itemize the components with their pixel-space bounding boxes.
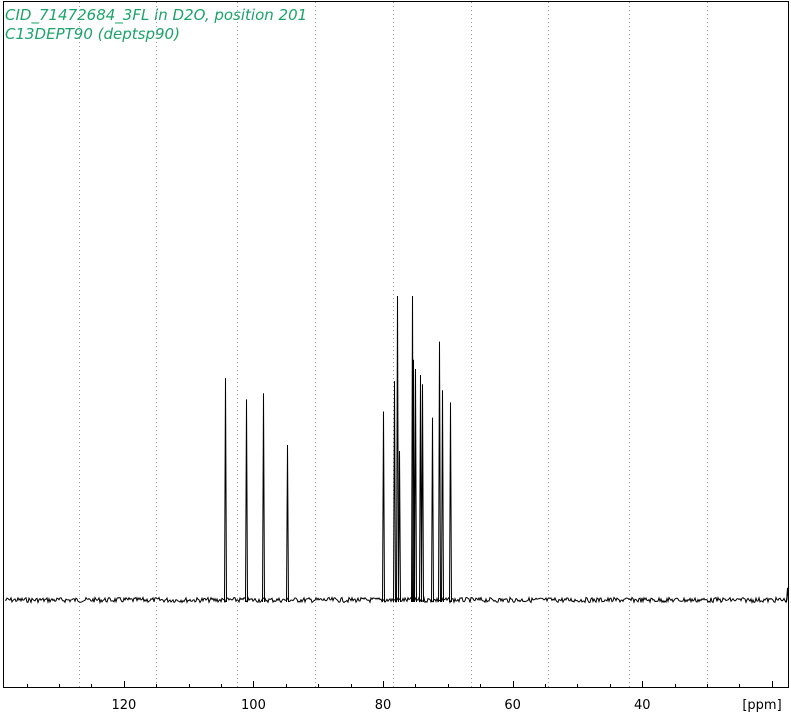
spectrum-peak (398, 450, 401, 603)
tick-label: 60 (504, 698, 521, 713)
spectrum-peak (419, 374, 422, 603)
spectrum-peak (286, 444, 289, 603)
x-axis: 120 100 80 60 40 [ppm] (27, 681, 782, 713)
tick-label: 80 (375, 698, 392, 713)
spectrum-peak (245, 399, 248, 603)
experiment-label: C13DEPT90 (deptsp90) (5, 25, 180, 43)
spectrum-peak (431, 417, 434, 603)
spectrum-title: CID_71472684_3FL in D2O, position 201 (5, 6, 308, 24)
spectrum-peak (224, 378, 227, 603)
spectrum-peak (393, 381, 396, 603)
tick-label: 100 (241, 698, 266, 713)
plot-frame (3, 1, 789, 688)
spectrum-peak (449, 402, 452, 603)
spectrum-peak (414, 368, 417, 603)
spectrum-peak (262, 393, 265, 603)
tick-label: 120 (111, 698, 136, 713)
spectrum-peak (412, 359, 415, 603)
spectrum-peak (396, 295, 399, 603)
spectrum-peak (421, 384, 424, 603)
x-axis-label: [ppm] (742, 698, 781, 713)
tick-label: 40 (634, 698, 651, 713)
spectrum-peak (438, 341, 441, 603)
spectrum-peak (382, 411, 385, 603)
spectrum-baseline (4, 595, 788, 605)
spectrum-trace (4, 295, 789, 605)
spectrum-peak (441, 390, 444, 603)
